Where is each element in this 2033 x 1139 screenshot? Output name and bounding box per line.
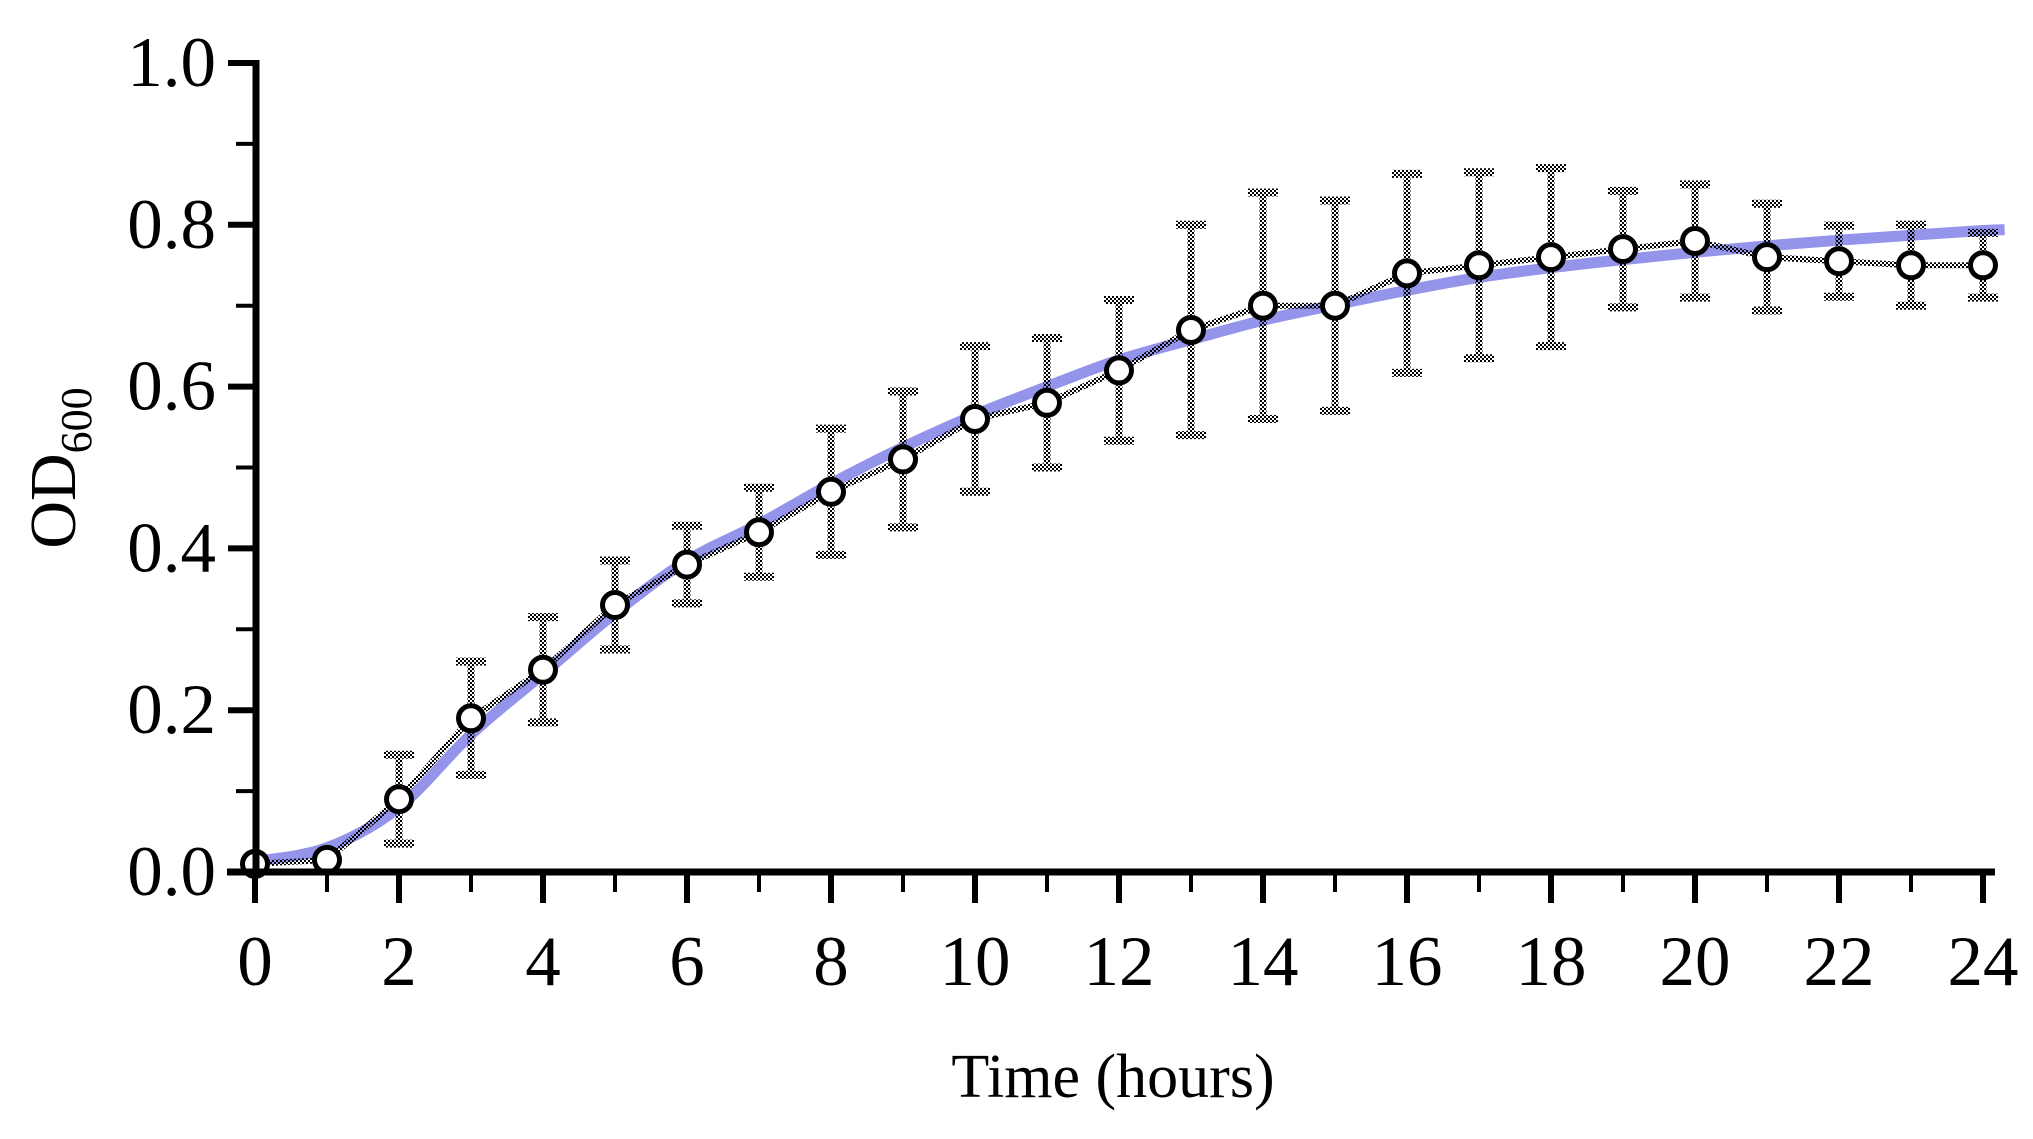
data-point-marker: [1968, 250, 1998, 281]
y-tick-label: 0.4: [127, 509, 216, 587]
x-tick-label: 20: [1660, 923, 1731, 1001]
y-axis: 0.0 0.2 0.4 0.6 0.8 1.0: [127, 24, 260, 911]
data-point-marker: [1320, 290, 1350, 321]
data-point-marker: [1248, 290, 1278, 321]
error-bars: [384, 164, 1998, 848]
data-point-marker: [600, 590, 630, 621]
y-axis-title: OD600: [17, 387, 101, 548]
data-point-marker: [1824, 246, 1854, 277]
y-tick-label: 0.8: [127, 186, 216, 264]
x-tick-label: 10: [940, 923, 1011, 1001]
data-point-marker: [1176, 314, 1206, 345]
data-point-marker: [1752, 242, 1782, 273]
data-point-marker: [1104, 355, 1134, 386]
data-point-marker: [744, 517, 774, 548]
fitted-curve-line: [253, 224, 2005, 867]
data-point-marker: [1608, 234, 1638, 265]
fitted-curve-series: [253, 224, 2005, 867]
data-point-marker: [816, 476, 846, 507]
x-tick-label: 0: [237, 923, 273, 1001]
x-tick-label: 8: [813, 923, 849, 1001]
x-tick-label: 16: [1372, 923, 1443, 1001]
data-point-marker: [1032, 387, 1062, 418]
y-tick-label: 0.6: [127, 348, 216, 426]
x-axis: 0 2 4 6 8 10 12 14 16 18 20 22 24: [227, 868, 2019, 1001]
x-tick-label: 14: [1228, 923, 1299, 1001]
observed-series-markers: [240, 225, 1998, 879]
y-tick-label: 1.0: [127, 24, 216, 102]
x-tick-label: 2: [381, 923, 417, 1001]
data-point-marker: [1464, 250, 1494, 281]
y-tick-label: 0.2: [127, 671, 216, 749]
data-point-marker: [960, 403, 990, 434]
data-point-marker: [888, 444, 918, 475]
data-point-marker: [384, 784, 414, 815]
x-tick-label: 22: [1804, 923, 1875, 1001]
data-point-marker: [528, 654, 558, 685]
x-tick-label: 12: [1084, 923, 1155, 1001]
x-tick-label: 4: [525, 923, 561, 1001]
data-point-marker: [1680, 225, 1710, 256]
data-point-marker: [1896, 250, 1926, 281]
x-tick-label: 24: [1948, 923, 2019, 1001]
data-point-marker: [1536, 242, 1566, 273]
x-tick-label: 18: [1516, 923, 1587, 1001]
x-tick-label: 6: [669, 923, 705, 1001]
data-point-marker: [672, 549, 702, 580]
y-tick-label: 0.0: [127, 833, 216, 911]
data-point-marker: [1392, 258, 1422, 289]
x-axis-title: Time (hours): [951, 1043, 1274, 1111]
data-point-marker: [456, 703, 486, 734]
